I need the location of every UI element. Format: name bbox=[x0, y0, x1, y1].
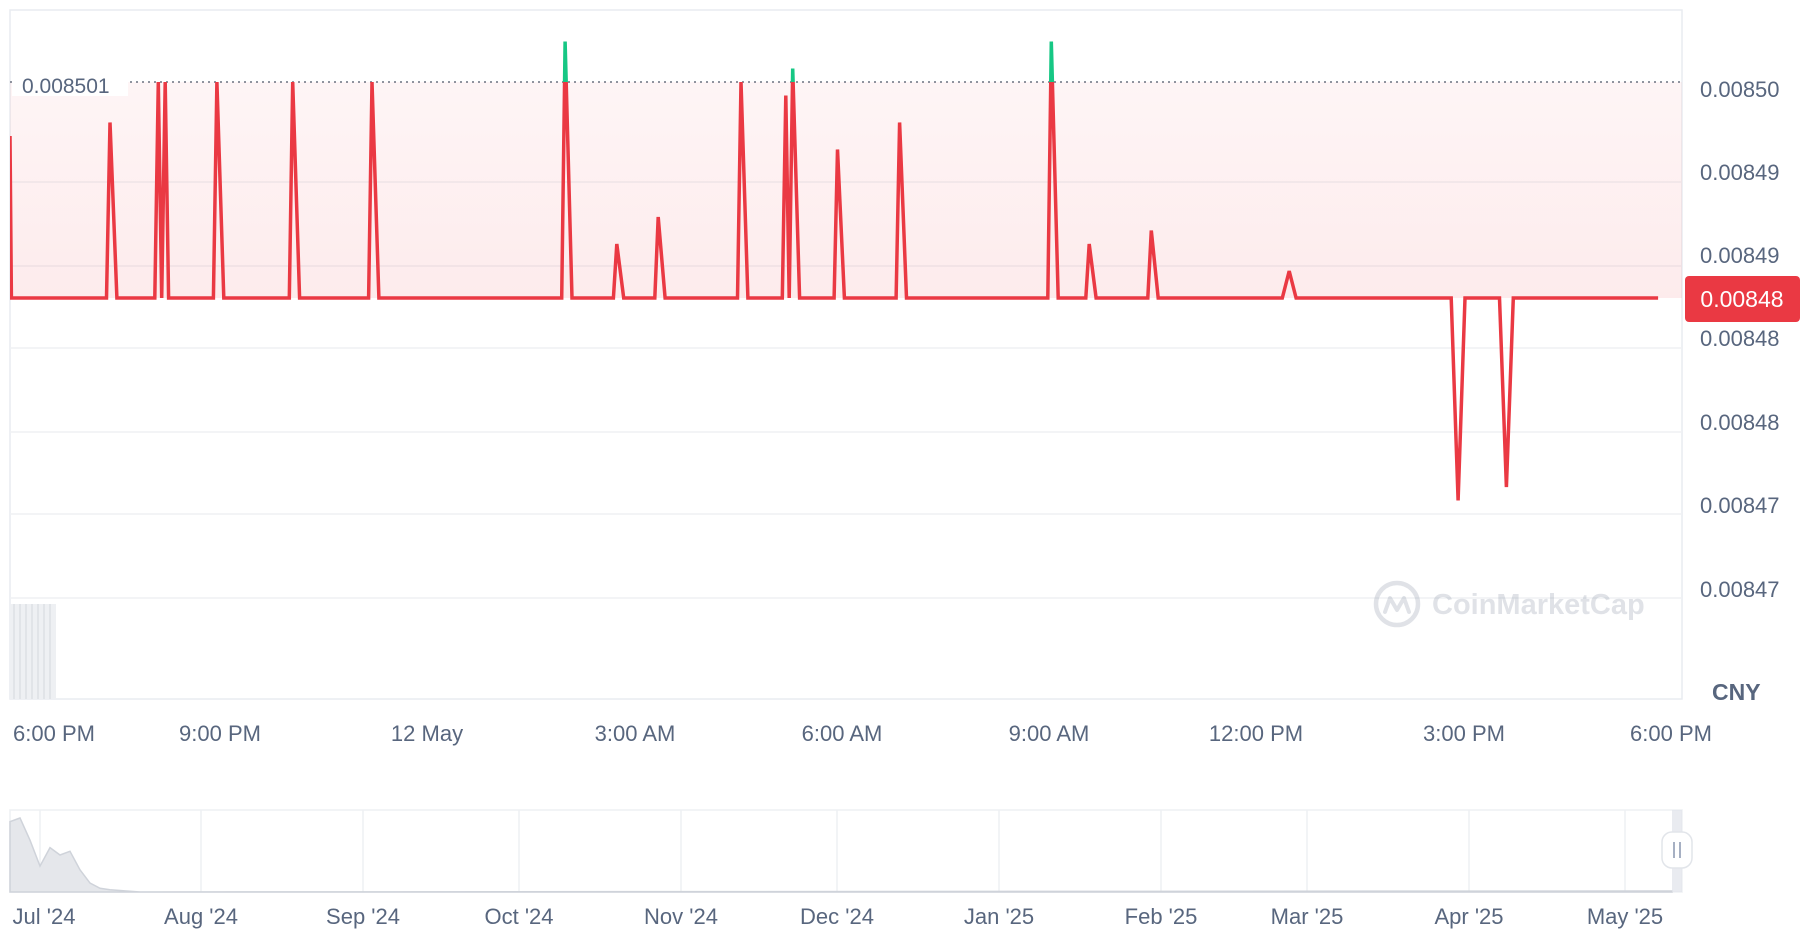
watermark-text: CoinMarketCap bbox=[1432, 589, 1645, 621]
y-axis-tick-label: 0.00849 bbox=[1700, 160, 1780, 185]
volume-bar-lines bbox=[13, 604, 51, 699]
y-axis-tick-label: 0.00847 bbox=[1700, 577, 1780, 602]
navigator-label: May '25 bbox=[1587, 904, 1663, 929]
reference-label-bg bbox=[12, 70, 128, 96]
navigator-handle-body[interactable] bbox=[1661, 831, 1693, 869]
x-axis-tick-label: 9:00 PM bbox=[179, 721, 261, 746]
x-axis-tick-label: 12:00 PM bbox=[1209, 721, 1303, 746]
y-axis-tick-label: 0.00850 bbox=[1700, 77, 1780, 102]
current-price-badge-bg bbox=[1685, 276, 1800, 322]
x-axis-tick-label: 3:00 AM bbox=[595, 721, 676, 746]
y-axis-tick-label: 0.00848 bbox=[1700, 410, 1780, 435]
navigator-area bbox=[9, 817, 1673, 893]
watermark: CoinMarketCap bbox=[1373, 580, 1645, 628]
range-navigator[interactable]: Jul '24 Aug '24 Sep '24 Oct '24 Nov '24 Dec '… bbox=[9, 809, 1693, 929]
currency-label: CNY bbox=[1712, 679, 1761, 705]
coinmarketcap-logo-icon bbox=[1373, 580, 1421, 628]
volume-bar bbox=[10, 604, 56, 699]
navigator-label: Aug '24 bbox=[164, 904, 238, 929]
navigator-label: Feb '25 bbox=[1125, 904, 1198, 929]
reference-line-label: 0.008501 bbox=[22, 75, 110, 98]
navigator-label: Apr '25 bbox=[1434, 904, 1503, 929]
navigator-label: Sep '24 bbox=[326, 904, 400, 929]
navigator-handle[interactable] bbox=[1661, 831, 1693, 869]
x-axis-labels: 6:00 PM 9:00 PM 12 May 3:00 AM 6:00 AM 9:00 A… bbox=[13, 721, 1712, 746]
reference-shade-area bbox=[10, 82, 1682, 298]
navigator-frame bbox=[9, 809, 1683, 893]
x-axis-tick-label: 6:00 AM bbox=[802, 721, 883, 746]
x-axis-tick-label: 3:00 PM bbox=[1423, 721, 1505, 746]
x-axis-tick-label: 12 May bbox=[391, 721, 463, 746]
x-axis-tick-label: 6:00 PM bbox=[13, 721, 95, 746]
price-line-below-reference bbox=[10, 82, 1659, 501]
navigator-label: Nov '24 bbox=[644, 904, 718, 929]
x-axis-tick-label: 9:00 AM bbox=[1009, 721, 1090, 746]
y-axis-tick-label: 0.00848 bbox=[1700, 326, 1780, 351]
plot-frame bbox=[9, 9, 1683, 700]
current-price-badge: 0.00848 bbox=[1685, 276, 1800, 322]
navigator-label: Jul '24 bbox=[13, 904, 76, 929]
navigator-label: Jan '25 bbox=[964, 904, 1034, 929]
navigator-label: Dec '24 bbox=[800, 904, 874, 929]
y-axis-tick-label: 0.00849 bbox=[1700, 243, 1780, 268]
navigator-label: Mar '25 bbox=[1271, 904, 1344, 929]
navigator-labels: Jul '24 Aug '24 Sep '24 Oct '24 Nov '24 Dec '… bbox=[13, 904, 1664, 929]
navigator-label: Oct '24 bbox=[484, 904, 553, 929]
navigator-grid bbox=[39, 810, 1626, 892]
current-price-value: 0.00848 bbox=[1700, 286, 1783, 312]
x-axis-tick-label: 6:00 PM bbox=[1630, 721, 1712, 746]
y-axis-labels: 0.00850 0.00849 0.00849 0.00848 0.00848 0.008… bbox=[1700, 77, 1780, 602]
y-axis-tick-label: 0.00847 bbox=[1700, 493, 1780, 518]
